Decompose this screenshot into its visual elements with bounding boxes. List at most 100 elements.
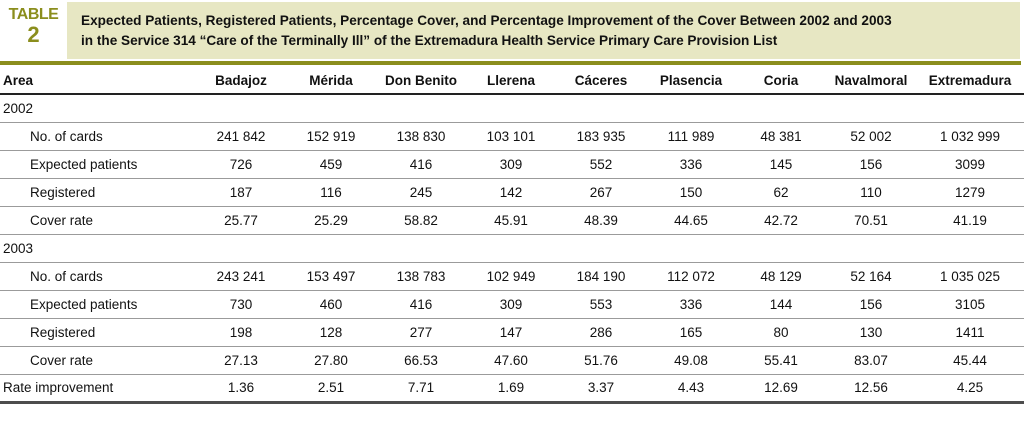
cell-value: 309 — [499, 156, 523, 172]
cell-value: 1 035 025 — [939, 268, 1001, 284]
table-badge-number: 2 — [27, 22, 40, 47]
section-label: 2003 — [3, 240, 34, 256]
cell-value: 1 032 999 — [939, 128, 1001, 144]
column-header-c-ceres: Cáceres — [574, 72, 628, 88]
row-label: Expected patients — [30, 296, 138, 312]
row-label: No. of cards — [30, 128, 103, 144]
column-header-navalmoral: Navalmoral — [834, 72, 908, 88]
data-table: Area Badajoz Mérida Don Benito Llerena Cácere… — [0, 67, 1024, 404]
table-badge: TABLE 2 — [0, 2, 67, 59]
cell-value: 142 — [499, 184, 523, 200]
cell-value: 336 — [679, 296, 703, 312]
cell-value: 4.25 — [956, 380, 984, 395]
cell-value: 416 — [409, 296, 433, 312]
cell-value: 116 — [320, 184, 342, 200]
column-header-llerena: Llerena — [486, 72, 536, 88]
cell-value: 183 935 — [576, 128, 626, 144]
cell-value: 1.69 — [497, 380, 525, 395]
cell-value: 459 — [319, 156, 343, 172]
table-row-registered: Registered 187 116 245 142 267 150 62 110 1279 — [0, 178, 1024, 206]
table-row-expected-patients: Expected patients 730 460 416 309 553 336 144 15… — [0, 290, 1024, 318]
column-header-don-benito: Don Benito — [385, 72, 457, 88]
cell-value: 165 — [679, 324, 703, 340]
table-title-line2: in the Service 314 “Care of the Terminal… — [81, 33, 778, 48]
row-label: Cover rate — [30, 352, 94, 368]
cell-value: 1411 — [955, 324, 985, 340]
cell-value: 49.08 — [674, 352, 708, 368]
table-title: Expected Patients, Registered Patients, … — [67, 2, 1020, 59]
cell-value: 52 164 — [850, 268, 892, 284]
accent-rule — [0, 61, 1021, 65]
table-row-cover-rate: Cover rate 25.77 25.29 58.82 45.91 48.39 44.65… — [0, 206, 1024, 234]
column-header-m-rida: Mérida — [309, 72, 353, 88]
cell-value: 145 — [769, 156, 793, 172]
cell-value: 27.13 — [224, 352, 258, 368]
cell-value: 3099 — [954, 156, 986, 172]
cell-value: 25.29 — [314, 212, 348, 228]
column-header-row: Area Badajoz Mérida Don Benito Llerena Cácere… — [0, 67, 1024, 94]
cell-value: 130 — [859, 324, 883, 340]
table-row-no-of-cards: No. of cards 243 241 153 497 138 783 102 949… — [0, 262, 1024, 290]
cell-value: 27.80 — [314, 352, 348, 368]
column-header-coria: Coria — [763, 72, 799, 88]
cell-value: 128 — [319, 324, 343, 340]
cell-value: 553 — [589, 296, 613, 312]
cell-value: 25.77 — [224, 212, 258, 228]
cell-value: 7.71 — [407, 380, 435, 395]
cell-value: 52 002 — [850, 128, 892, 144]
cell-value: 66.53 — [404, 352, 438, 368]
row-label: No. of cards — [30, 268, 103, 284]
column-header-area: Area — [3, 72, 34, 88]
cell-value: 152 919 — [306, 128, 356, 144]
cell-value: 144 — [769, 296, 793, 312]
cell-value: 44.65 — [674, 212, 708, 228]
table-row-rate-improvement: Rate improvement 1.36 2.51 7.71 1.69 3.37 4.43… — [0, 374, 1024, 402]
column-header-extremadura: Extremadura — [928, 72, 1012, 88]
cell-value: 726 — [229, 156, 253, 172]
cell-value: 416 — [409, 156, 433, 172]
cell-value: 150 — [679, 184, 703, 200]
section-label: 2002 — [3, 100, 34, 116]
cell-value: 83.07 — [854, 352, 888, 368]
cell-value: 45.91 — [494, 212, 528, 228]
cell-value: 42.72 — [764, 212, 798, 228]
cell-value: 58.82 — [404, 212, 438, 228]
row-label: Registered — [30, 324, 96, 340]
cell-value: 730 — [229, 296, 253, 312]
cell-value: 12.69 — [764, 380, 798, 395]
cell-value: 245 — [409, 184, 433, 200]
cell-value: 138 830 — [396, 128, 446, 144]
row-label: Cover rate — [30, 212, 94, 228]
table-header: TABLE 2 Expected Patients, Registered Pa… — [0, 0, 1024, 59]
table-row-expected-patients: Expected patients 726 459 416 309 552 336 145 15… — [0, 150, 1024, 178]
cell-value: 241 842 — [216, 128, 266, 144]
cell-value: 4.43 — [677, 380, 705, 395]
cell-value: 51.76 — [584, 352, 618, 368]
cell-value: 48 381 — [760, 128, 802, 144]
cell-value: 267 — [589, 184, 613, 200]
cell-value: 286 — [589, 324, 613, 340]
cell-value: 187 — [229, 184, 253, 200]
row-label: Rate improvement — [3, 380, 114, 395]
table-title-line1: Expected Patients, Registered Patients, … — [81, 13, 892, 28]
cell-value: 102 949 — [486, 268, 536, 284]
cell-value: 3105 — [954, 296, 986, 312]
table-row-no-of-cards: No. of cards 241 842 152 919 138 830 103 101… — [0, 122, 1024, 150]
section-row-2002: 2002 — [0, 94, 1024, 122]
column-header-plasencia: Plasencia — [659, 72, 723, 88]
table-row-cover-rate: Cover rate 27.13 27.80 66.53 47.60 51.76 49.08… — [0, 346, 1024, 374]
column-header-badajoz: Badajoz — [215, 72, 267, 88]
cell-value: 55.41 — [764, 352, 798, 368]
cell-value: 48 129 — [760, 268, 802, 284]
row-label: Registered — [30, 184, 96, 200]
cell-value: 153 497 — [306, 268, 356, 284]
table-badge-label: TABLE — [8, 6, 59, 23]
cell-value: 111 989 — [667, 128, 715, 144]
section-row-2003: 2003 — [0, 234, 1024, 262]
cell-value: 147 — [499, 324, 523, 340]
cell-value: 184 190 — [576, 268, 626, 284]
cell-value: 1.36 — [227, 380, 255, 395]
cell-value: 80 — [773, 324, 789, 340]
row-label: Expected patients — [30, 156, 138, 172]
